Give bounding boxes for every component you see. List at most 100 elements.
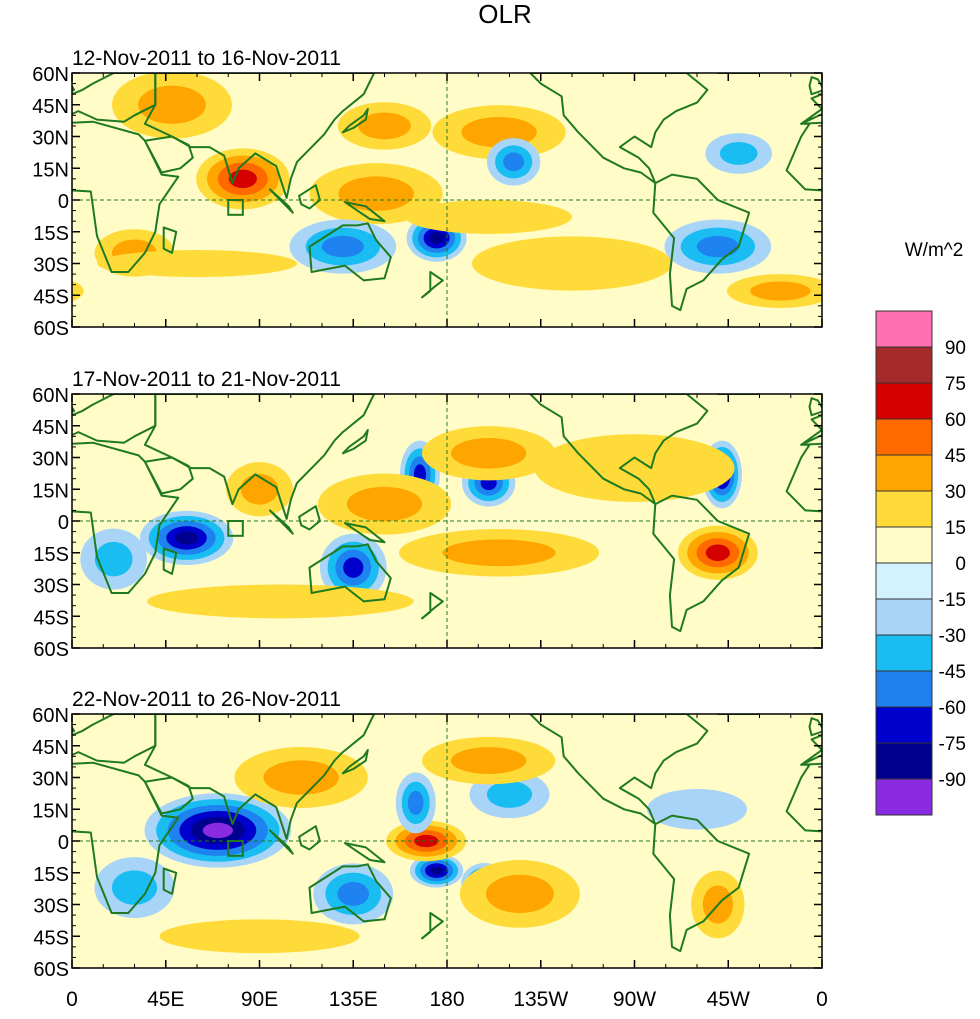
- panel-subtitle: 17-Nov-2011 to 21-Nov-2011: [72, 368, 341, 391]
- anomaly-contour: [472, 236, 672, 290]
- anomaly-contour: [322, 236, 364, 257]
- anomaly-contour: [487, 781, 532, 808]
- y-tick-label: 30N: [32, 449, 69, 471]
- anomaly-contour: [0, 228, 5, 266]
- x-tick-label: 0: [816, 988, 828, 1011]
- chart-title: OLR: [478, 0, 531, 29]
- anomaly-contour: [0, 142, 8, 165]
- anomaly-contour: [968, 163, 980, 196]
- y-tick-label: 60S: [33, 639, 69, 661]
- y-tick-label: 30S: [33, 576, 69, 598]
- y-tick-label: 60S: [33, 318, 69, 340]
- y-tick-label: 60N: [32, 64, 69, 86]
- x-tick-label: 45E: [147, 988, 184, 1011]
- anomaly-contour: [408, 791, 424, 815]
- anomaly-contour: [451, 747, 526, 774]
- x-tick-label: 135W: [513, 988, 568, 1011]
- x-tick-label: 90E: [241, 988, 278, 1011]
- anomaly-contour: [0, 219, 21, 273]
- y-tick-label: 45S: [33, 607, 69, 629]
- colorbar-label: 15: [945, 518, 966, 539]
- anomaly-contour: [160, 919, 360, 953]
- anomaly-contour: [706, 545, 730, 561]
- y-tick-label: 0: [58, 191, 69, 213]
- colorbar-swatch: [876, 707, 932, 743]
- colorbar-swatch: [876, 491, 932, 527]
- x-tick-label: 0: [66, 988, 78, 1011]
- x-tick-label: 45W: [707, 988, 750, 1011]
- anomaly-contour: [957, 155, 980, 202]
- y-tick-label: 60N: [32, 385, 69, 407]
- y-tick-label: 45N: [32, 417, 69, 439]
- x-axis-labels: 0 45E 90E 135E 180 135W 90W 45W 0: [66, 988, 828, 1011]
- anomaly-contour: [845, 857, 925, 918]
- y-tick-label: 60S: [33, 959, 69, 981]
- colorbar-label: 90: [945, 338, 966, 359]
- anomaly-contour: [941, 817, 980, 844]
- y-tick-label: 15N: [32, 159, 69, 181]
- panel-subtitle: 22-Nov-2011 to 26-Nov-2011: [72, 688, 341, 711]
- x-tick-label: 180: [429, 988, 464, 1011]
- y-tick-label: 60N: [32, 705, 69, 727]
- colorbar-label: 0: [955, 554, 966, 575]
- colorbar-label: -75: [939, 734, 966, 755]
- panel-subtitle: 12-Nov-2011 to 16-Nov-2011: [72, 47, 341, 70]
- anomaly-field: [0, 394, 980, 648]
- anomaly-contour: [443, 539, 556, 566]
- colorbar-swatch: [876, 599, 932, 635]
- y-tick-label: 45N: [32, 737, 69, 759]
- colorbar-label: -30: [939, 626, 966, 647]
- anomaly-contour: [203, 823, 233, 838]
- colorbar-swatch: [876, 563, 932, 599]
- anomaly-contour: [976, 462, 980, 516]
- anomaly-contour: [0, 133, 22, 174]
- y-tick-label: 45N: [32, 96, 69, 118]
- y-tick-label: 45S: [33, 927, 69, 949]
- anomaly-contour: [175, 531, 198, 544]
- colorbar-label: 30: [945, 482, 966, 503]
- colorbar-swatch: [876, 635, 932, 671]
- colorbar-units-label: W/m^2: [905, 240, 964, 261]
- anomaly-contour: [953, 823, 980, 838]
- y-tick-label: 15N: [32, 480, 69, 502]
- anomaly-contour: [263, 760, 338, 794]
- y-tick-label: 45S: [33, 286, 69, 308]
- anomaly-contour: [862, 870, 907, 904]
- anomaly-contour: [486, 875, 554, 913]
- anomaly-contour: [503, 153, 524, 172]
- anomaly-contour: [862, 71, 980, 139]
- anomaly-contour: [946, 148, 980, 209]
- anomaly-contour: [888, 86, 956, 124]
- colorbar-swatch: [876, 419, 932, 455]
- anomaly-contour: [720, 142, 758, 165]
- anomaly-contour: [862, 240, 907, 267]
- anomaly-contour: [429, 232, 444, 244]
- anomaly-contour: [147, 585, 414, 619]
- y-tick-label: 0: [58, 832, 69, 854]
- anomaly-contour: [430, 866, 443, 874]
- colorbar-swatch: [876, 779, 932, 815]
- anomaly-contour: [750, 281, 810, 300]
- y-tick-label: 15S: [33, 864, 69, 886]
- colorbar-swatch: [876, 347, 932, 383]
- anomaly-contour: [347, 487, 422, 521]
- anomaly-contour: [647, 789, 747, 830]
- y-tick-label: 15N: [32, 800, 69, 822]
- colorbar-label: -15: [939, 590, 966, 611]
- colorbar-label: 75: [945, 374, 966, 395]
- anomaly-contour: [95, 542, 133, 576]
- x-tick-label: 135E: [329, 988, 378, 1011]
- x-tick-label: 90W: [613, 988, 656, 1011]
- y-tick-label: 30S: [33, 896, 69, 918]
- anomaly-contour: [929, 811, 980, 850]
- anomaly-contour: [0, 526, 8, 580]
- anomaly-contour: [241, 474, 279, 505]
- anomaly-contour: [451, 438, 526, 469]
- colorbar-swatch: [876, 383, 932, 419]
- colorbar-label: 45: [945, 446, 966, 467]
- colorbar-swatch: [876, 311, 932, 347]
